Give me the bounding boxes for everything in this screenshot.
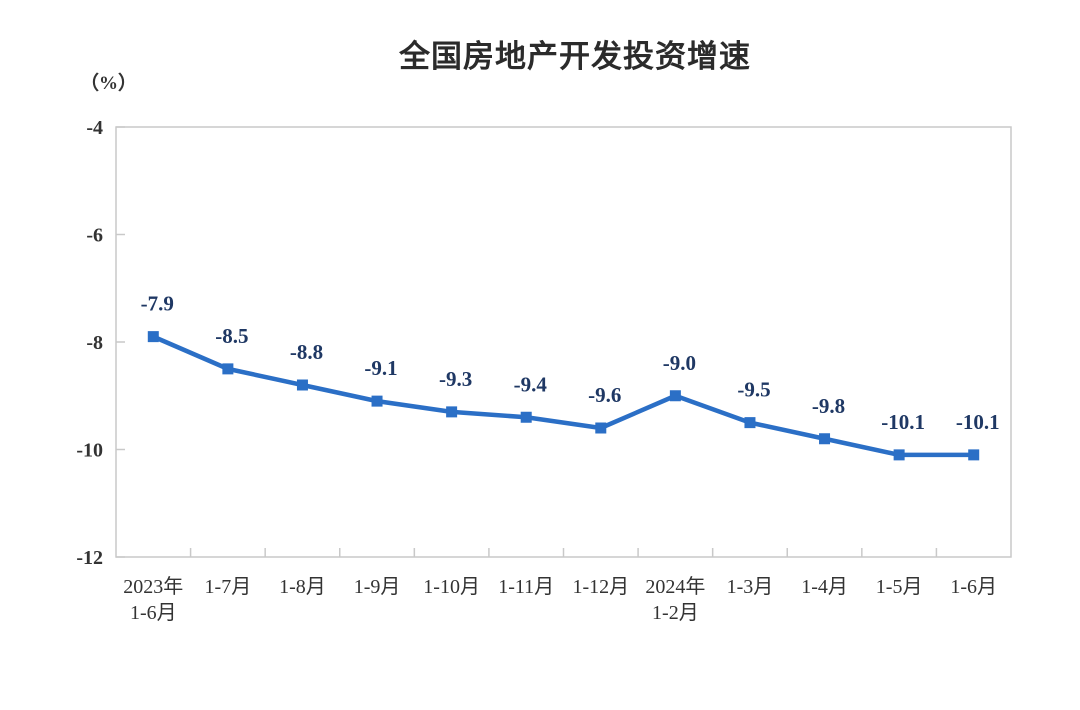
x-tick-label: 1-6月 bbox=[130, 602, 177, 624]
x-tick-label: 1-2月 bbox=[652, 602, 699, 624]
y-tick-label: -6 bbox=[86, 225, 103, 247]
x-tick-label: 1-11月 bbox=[498, 576, 554, 598]
x-tick-label: 1-12月 bbox=[572, 576, 629, 598]
data-point-marker bbox=[222, 363, 234, 375]
data-point-label: -9.5 bbox=[737, 378, 770, 402]
data-point-marker bbox=[968, 449, 980, 461]
y-tick-label: -4 bbox=[86, 117, 103, 139]
data-point-marker bbox=[520, 411, 532, 423]
x-tick-label: 1-3月 bbox=[727, 576, 774, 598]
data-point-label: -8.8 bbox=[290, 340, 323, 364]
x-tick-label: 1-10月 bbox=[423, 576, 480, 598]
data-point-label: -9.6 bbox=[588, 383, 621, 407]
y-axis-unit-label: （%） bbox=[80, 73, 138, 94]
y-tick-label: -10 bbox=[76, 440, 103, 462]
x-tick-label: 1-9月 bbox=[354, 576, 401, 598]
x-tick-label: 1-6月 bbox=[950, 576, 997, 598]
data-point-label: -9.0 bbox=[663, 351, 696, 375]
plot-border bbox=[115, 126, 1012, 558]
x-tick-label: 1-7月 bbox=[205, 576, 252, 598]
data-point-marker bbox=[371, 395, 383, 407]
data-point-label: -10.1 bbox=[881, 410, 925, 434]
data-point-label: -9.4 bbox=[514, 372, 548, 396]
data-point-marker bbox=[819, 433, 831, 445]
series-line bbox=[151, 334, 976, 458]
y-tick-label: -12 bbox=[76, 547, 103, 569]
data-point-label: -9.1 bbox=[364, 356, 397, 380]
data-point-marker bbox=[893, 449, 905, 461]
data-point-marker bbox=[296, 379, 308, 391]
x-tick-label: 1-4月 bbox=[801, 576, 848, 598]
data-point-label: -7.9 bbox=[141, 292, 174, 316]
x-tick-label: 2024年 bbox=[645, 575, 705, 598]
data-point-marker bbox=[595, 422, 607, 434]
x-tick-label: 1-5月 bbox=[876, 576, 923, 598]
x-tick-label: 1-8月 bbox=[279, 576, 326, 598]
data-point-marker bbox=[147, 331, 159, 343]
chart-title: 全国房地产开发投资增速 bbox=[399, 39, 751, 74]
y-tick-label: -8 bbox=[86, 332, 103, 354]
data-point-label: -10.1 bbox=[956, 410, 1000, 434]
data-point-marker bbox=[446, 406, 458, 418]
data-point-label: -9.3 bbox=[439, 367, 472, 391]
x-tick-label: 2023年 bbox=[123, 575, 183, 598]
data-point-label: -8.5 bbox=[215, 324, 248, 348]
data-point-label: -9.8 bbox=[812, 394, 845, 418]
data-point-marker bbox=[669, 390, 681, 402]
data-point-marker bbox=[744, 417, 756, 429]
